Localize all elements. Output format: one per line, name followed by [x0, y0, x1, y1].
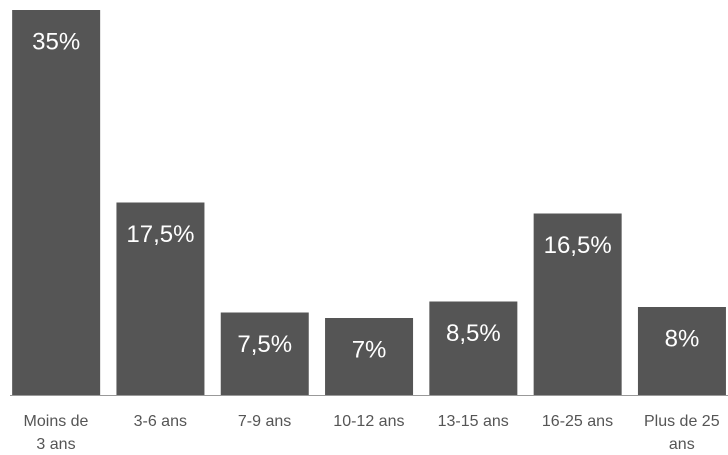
- x-tick-text: 16-25 ans: [541, 413, 614, 430]
- value-label: 7,5%: [237, 331, 292, 358]
- x-tick-text: Plus de 25 ans: [643, 413, 720, 453]
- value-label: 7%: [352, 336, 387, 363]
- bar: [220, 312, 309, 395]
- bar: [116, 202, 205, 395]
- x-tick-text: 7-9 ans: [237, 413, 292, 430]
- bar: [533, 213, 622, 395]
- value-label: 8,5%: [446, 320, 501, 347]
- x-tick-label: Moins de 3 ans: [4, 410, 108, 455]
- value-label: 35%: [32, 28, 80, 55]
- bar: [429, 301, 518, 395]
- bar: [637, 307, 726, 395]
- x-tick-label: 10-12 ans: [317, 410, 421, 433]
- x-tick-text: 13-15 ans: [437, 413, 509, 430]
- bar: [325, 318, 414, 395]
- x-tick-label: 16-25 ans: [526, 410, 630, 433]
- value-label: 16,5%: [544, 232, 612, 259]
- value-label: 17,5%: [126, 221, 194, 248]
- x-tick-label: Plus de 25 ans: [630, 410, 728, 455]
- x-tick-label: 3-6 ans: [108, 410, 212, 433]
- bar: [12, 10, 101, 395]
- x-tick-text: Moins de 3 ans: [23, 413, 89, 453]
- x-tick-text: 3-6 ans: [133, 413, 187, 430]
- value-label: 8%: [665, 325, 700, 352]
- x-tick-label: 13-15 ans: [421, 410, 525, 433]
- x-tick-label: 7-9 ans: [213, 410, 317, 433]
- x-tick-text: 10-12 ans: [333, 413, 405, 430]
